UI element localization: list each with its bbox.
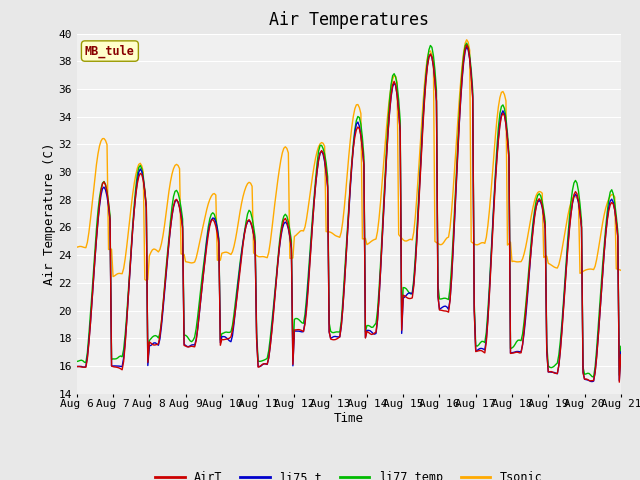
Y-axis label: Air Temperature (C): Air Temperature (C) — [43, 143, 56, 285]
X-axis label: Time: Time — [334, 412, 364, 425]
Text: MB_tule: MB_tule — [85, 44, 135, 58]
Legend: AirT, li75_t, li77_temp, Tsonic: AirT, li75_t, li77_temp, Tsonic — [150, 466, 547, 480]
Title: Air Temperatures: Air Temperatures — [269, 11, 429, 29]
